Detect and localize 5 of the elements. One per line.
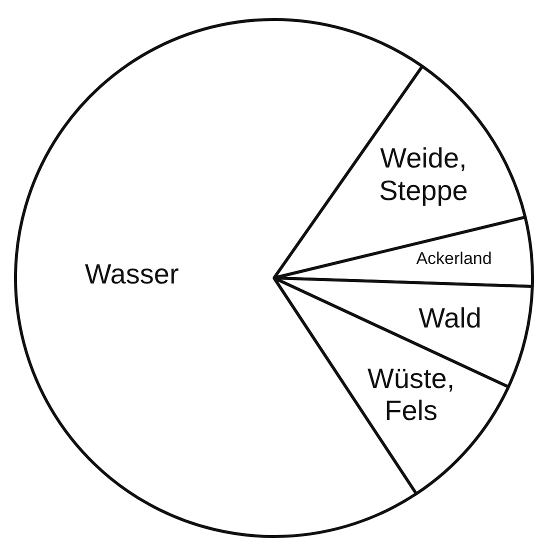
slice-label: Wüste, Fels [367, 362, 455, 426]
slice-label: Ackerland [416, 249, 492, 268]
slice-label: Wasser [84, 258, 179, 290]
slice-label: Weide, Steppe [379, 142, 468, 206]
slice-label: Wald [418, 302, 482, 334]
